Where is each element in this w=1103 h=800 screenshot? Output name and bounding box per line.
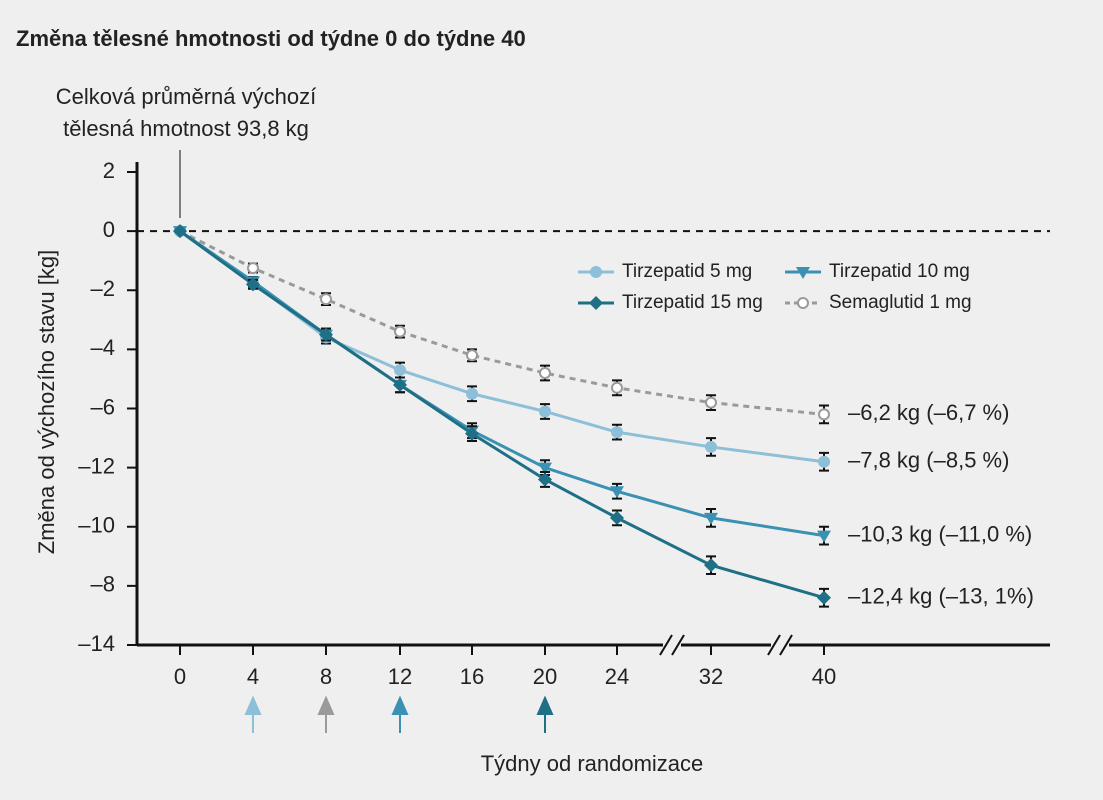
point	[393, 377, 407, 392]
point	[247, 262, 259, 275]
y-tick-label: –10	[78, 513, 115, 538]
y-tick-label: 2	[103, 158, 115, 183]
annotation: Celková průměrná výchozí	[56, 84, 316, 109]
axis-break	[659, 634, 673, 656]
series	[173, 224, 831, 608]
x-tick-label: 24	[605, 664, 629, 689]
y-tick-label: 0	[103, 217, 115, 242]
point	[610, 510, 624, 525]
point	[466, 387, 478, 400]
point	[705, 440, 717, 453]
point	[466, 349, 478, 362]
end-label: –7,8 kg (–8,5 %)	[848, 448, 1009, 473]
point	[611, 381, 623, 394]
point	[611, 426, 623, 439]
legend-marker	[796, 267, 810, 279]
legend-marker	[589, 296, 603, 310]
annotation: tělesná hmotnost 93,8 kg	[63, 116, 309, 141]
y-tick-label: –8	[91, 572, 115, 597]
point	[394, 325, 406, 338]
point	[246, 277, 260, 292]
point	[818, 408, 830, 421]
x-axis-label: Týdny od randomizace	[481, 751, 704, 776]
point	[539, 367, 551, 380]
point	[610, 486, 624, 499]
series-line	[179, 229, 825, 416]
axis-break	[779, 634, 793, 656]
dose-arrows	[244, 695, 554, 733]
arrow	[317, 695, 335, 733]
axis-break	[767, 634, 781, 656]
end-label: –10,3 kg (–11,0 %)	[848, 521, 1032, 546]
y-tick-label: –6	[91, 394, 115, 419]
y-tick-label: –12	[78, 453, 115, 478]
legend-marker	[590, 266, 602, 278]
point	[538, 462, 552, 475]
point	[818, 455, 830, 468]
x-tick-label: 8	[320, 664, 332, 689]
x-tick-label: 20	[533, 664, 557, 689]
point	[394, 364, 406, 377]
x-tick-label: 0	[174, 664, 186, 689]
point	[704, 512, 718, 525]
point	[817, 530, 831, 543]
arrow	[244, 695, 262, 733]
y-tick-label: –14	[78, 631, 115, 656]
axis-break-gap	[771, 641, 789, 649]
x-tick-label: 32	[699, 664, 723, 689]
arrow	[391, 695, 409, 733]
legend-label: Tirzepatid 10 mg	[829, 261, 970, 282]
point	[817, 590, 831, 605]
legend-label: Tirzepatid 5 mg	[622, 261, 752, 282]
legend-marker	[797, 297, 809, 309]
axis-break	[671, 634, 685, 656]
point	[173, 224, 187, 239]
point	[319, 327, 333, 342]
end-label: –12,4 kg (–13, 1%)	[848, 584, 1034, 609]
point	[704, 558, 718, 573]
point	[539, 405, 551, 418]
chart-title: Změna tělesné hmotnosti od týdne 0 do tý…	[16, 26, 526, 51]
point	[465, 426, 479, 441]
x-tick-label: 12	[388, 664, 412, 689]
point	[320, 293, 332, 306]
x-tick-label: 16	[460, 664, 484, 689]
legend-label: Tirzepatid 15 mg	[622, 292, 763, 313]
y-axis-label: Změna od výchozího stavu [kg]	[34, 250, 59, 555]
end-label: –6,2 kg (–6,7 %)	[848, 400, 1009, 425]
axis-break-gap	[663, 641, 681, 649]
arrow	[536, 695, 554, 733]
x-tick-label: 4	[247, 664, 259, 689]
legend-label: Semaglutid 1 mg	[829, 292, 972, 313]
x-tick-label: 40	[812, 664, 836, 689]
y-tick-label: –4	[91, 335, 115, 360]
point	[705, 396, 717, 409]
y-tick-label: –2	[91, 276, 115, 301]
point	[538, 472, 552, 487]
